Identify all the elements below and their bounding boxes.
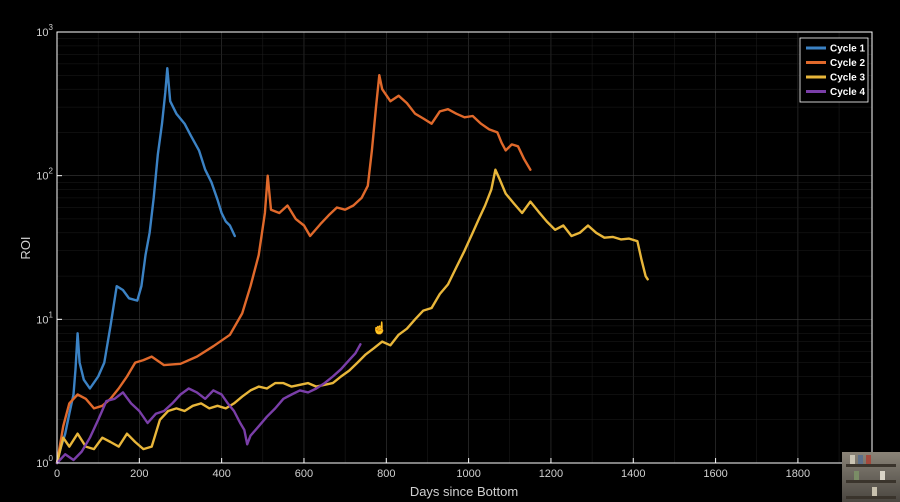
plot-frame <box>56 31 873 464</box>
x-axis-label: Days since Bottom <box>410 484 518 499</box>
y-tick-label: 103 <box>36 23 53 39</box>
series-line-cycle-3 <box>55 168 649 465</box>
series-line-cycle-2 <box>55 74 532 465</box>
series-line-cycle-1 <box>55 67 236 465</box>
legend-label: Cycle 4 <box>830 87 865 98</box>
webcam-thumbnail <box>842 452 900 502</box>
series-lines <box>55 67 649 465</box>
x-tick-label: 1600 <box>703 468 727 480</box>
legend: Cycle 1 Cycle 2 Cycle 3 Cycle 4 <box>799 37 869 103</box>
legend-label: Cycle 1 <box>830 44 865 55</box>
x-tick-label: 400 <box>212 468 230 480</box>
x-tick-label: 200 <box>130 468 148 480</box>
y-tick-label: 102 <box>36 167 53 183</box>
y-axis-label: ROI <box>18 236 33 259</box>
x-tick-label: 1000 <box>456 468 480 480</box>
hand-cursor-icon: ☝ <box>372 321 387 335</box>
legend-label: Cycle 2 <box>830 58 865 69</box>
tick-labels: 0 200 400 600 800 1000 1200 1400 1600 1800 100 101 1… <box>36 23 810 480</box>
x-tick-label: 0 <box>54 468 60 480</box>
y-tick-label: 100 <box>36 454 53 470</box>
y-tick-label: 101 <box>36 310 53 326</box>
x-tick-label: 1400 <box>621 468 645 480</box>
axes <box>56 31 873 464</box>
x-tick-label: 600 <box>295 468 313 480</box>
grid-lines <box>57 32 872 463</box>
x-tick-label: 800 <box>377 468 395 480</box>
series-line-cycle-4 <box>55 343 362 465</box>
x-tick-label: 1200 <box>539 468 563 480</box>
x-tick-label: 1800 <box>786 468 810 480</box>
legend-label: Cycle 3 <box>830 73 865 84</box>
